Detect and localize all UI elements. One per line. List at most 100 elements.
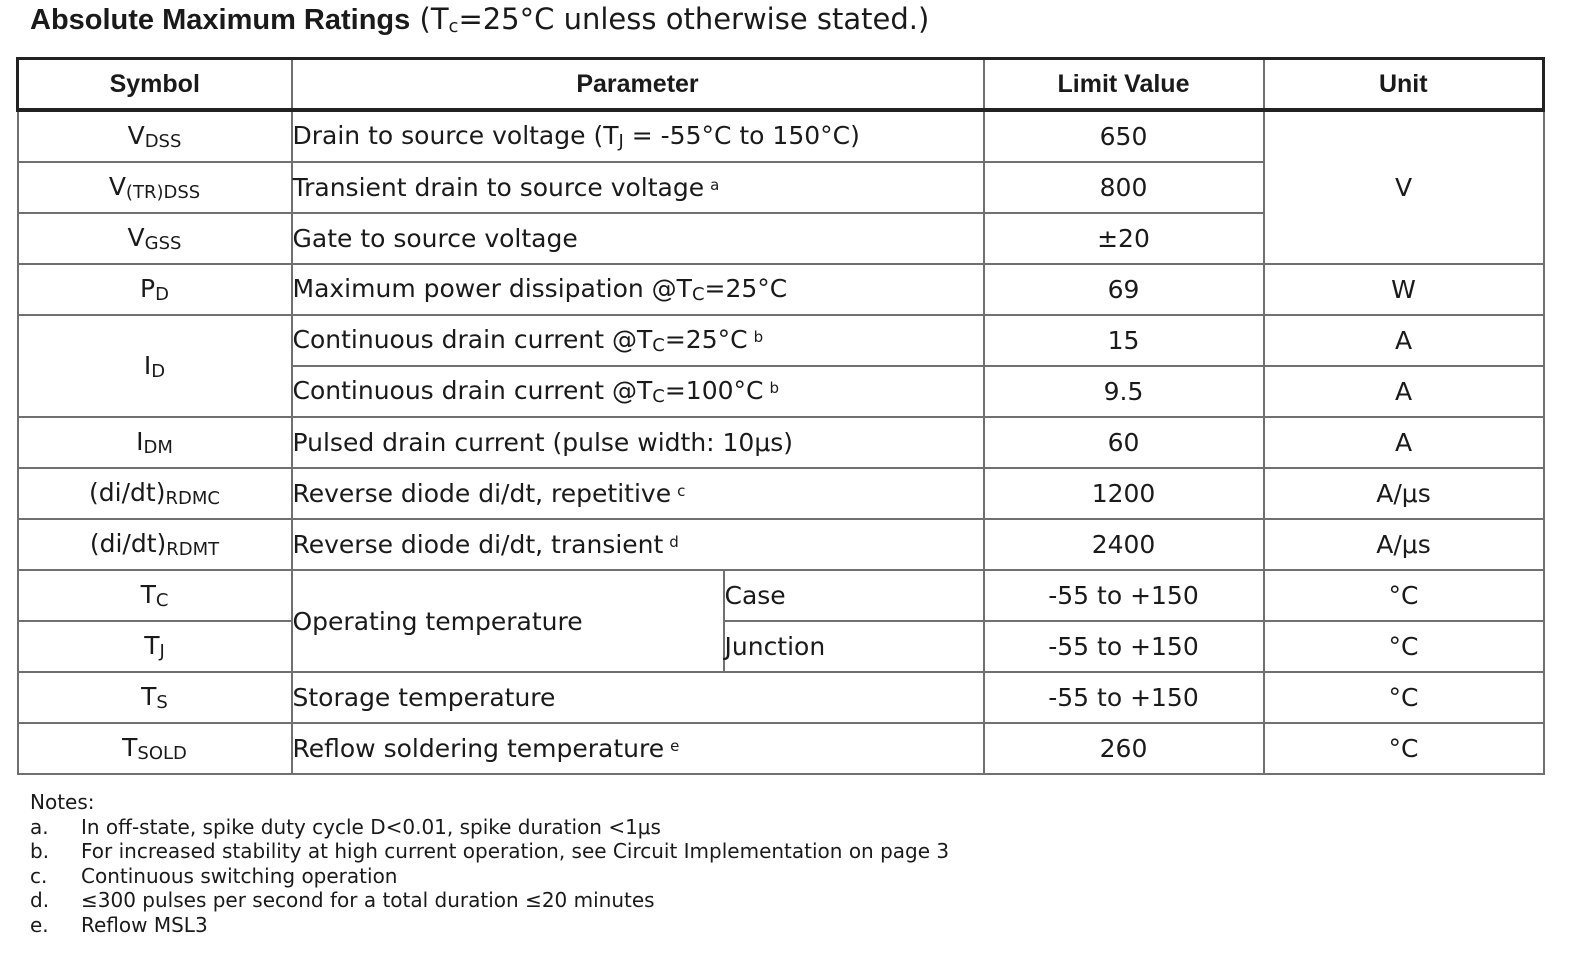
table-row: TC Operating temperature Case -55 to +15… xyxy=(16,569,1545,673)
table-header-row: Symbol Parameter Limit Value Unit xyxy=(16,57,1545,112)
parameter-cell: Reflow soldering temperature e xyxy=(290,722,985,775)
symbol-text: V xyxy=(127,223,145,252)
limit-value-cell: 60 xyxy=(982,416,1265,469)
symbol-cell: TC xyxy=(16,569,293,622)
symbol-cell: ID xyxy=(16,314,293,418)
note-item: c. Continuous switching operation xyxy=(30,864,949,889)
parameter-text: Continuous drain current @T xyxy=(292,376,653,405)
parameter-text: Reverse diode di/dt, repetitive xyxy=(292,479,672,508)
note-letter: a. xyxy=(30,814,49,839)
symbol-subscript: GSS xyxy=(144,233,182,254)
title-bold: Absolute Maximum Ratings xyxy=(30,4,411,36)
footnote-marker: b xyxy=(753,328,764,346)
symbol-cell: V(TR)DSS xyxy=(16,161,293,214)
table-row: Continuous drain current @TC=100°C b 9.5 … xyxy=(18,365,1545,418)
note-item: d. ≤300 pulses per second for a total dur… xyxy=(30,888,949,913)
symbol-cell: VDSS xyxy=(16,109,293,163)
notes-heading: Notes: xyxy=(30,790,95,814)
parameter-text: Reverse diode di/dt, transient xyxy=(292,530,664,559)
symbol-text: P xyxy=(140,274,156,303)
note-item: e. Reflow MSL3 xyxy=(30,913,949,938)
note-text: Reflow MSL3 xyxy=(81,912,208,937)
limit-value-cell: 69 xyxy=(982,263,1265,316)
parameter-text: Maximum power dissipation @T xyxy=(292,274,692,303)
header-parameter: Parameter xyxy=(290,57,985,112)
parameter-text-end: =25°C xyxy=(704,274,788,303)
symbol-text: T xyxy=(140,580,156,609)
symbol-cell: TJ xyxy=(16,620,293,673)
unit-cell: °C xyxy=(1262,569,1545,622)
header-symbol: Symbol xyxy=(16,57,293,112)
note-text: Continuous switching operation xyxy=(81,863,398,888)
parameter-text: Reflow soldering temperature xyxy=(292,734,665,763)
parameter-cell: Maximum power dissipation @TC=25°C xyxy=(290,263,985,316)
note-text: ≤300 pulses per second for a total durat… xyxy=(81,888,655,913)
parameter-subscript: J xyxy=(618,131,624,152)
symbol-text: I xyxy=(136,427,144,456)
parameter-cell: Storage temperature xyxy=(290,671,985,724)
symbol-subscript: RDMC xyxy=(165,488,220,509)
symbol-subscript: DM xyxy=(143,437,173,458)
parameter-cell: Drain to source voltage (TJ = -55°C to 1… xyxy=(290,109,985,163)
parameter-subscript: C xyxy=(652,386,665,407)
parameter-cell: Reverse diode di/dt, repetitive c xyxy=(290,467,985,520)
limit-value-cell: 2400 xyxy=(982,518,1265,571)
parameter-cell: Operating temperature xyxy=(290,569,725,673)
limit-value-cell: 650 xyxy=(982,109,1265,163)
symbol-cell: VGSS xyxy=(16,212,293,265)
title-condition-post: =25°C unless otherwise stated.) xyxy=(458,2,930,36)
symbol-subscript: (TR)DSS xyxy=(125,182,201,203)
limit-value-cell: 9.5 xyxy=(982,365,1265,418)
symbol-subscript: D xyxy=(151,360,166,382)
symbol-text: V xyxy=(127,121,145,150)
footnote-marker: a xyxy=(710,176,720,194)
symbol-subscript: S xyxy=(156,692,168,713)
table-row: VDSS Drain to source voltage (TJ = -55°C… xyxy=(16,109,1545,265)
table-row: V(TR)DSS Transient drain to source volta… xyxy=(16,161,1544,214)
parameter-text-end: =100°C xyxy=(664,376,764,405)
parameter-cell: Continuous drain current @TC=100°C b xyxy=(290,365,985,418)
symbol-subscript: RDMT xyxy=(166,539,220,560)
symbol-subscript: D xyxy=(155,284,169,305)
unit-cell: °C xyxy=(1262,722,1545,775)
parameter-text-end: = -55°C to 150°C) xyxy=(623,121,860,150)
ratings-table: Symbol Parameter Limit Value Unit VDSS D… xyxy=(16,57,1545,775)
header-limit-value: Limit Value xyxy=(982,57,1265,112)
page-title: Absolute Maximum Ratings (Tc=25°C unless… xyxy=(30,2,929,37)
parameter-subscript: C xyxy=(691,284,705,305)
note-letter: d. xyxy=(30,888,50,913)
parameter-cell: Transient drain to source voltage a xyxy=(290,161,985,214)
symbol-subscript: DSS xyxy=(144,131,182,152)
table-row: VGSS Gate to source voltage ±20 xyxy=(16,212,1544,265)
note-text: For increased stability at high current … xyxy=(81,839,950,864)
symbol-cell: (di/dt)RDMT xyxy=(16,518,293,571)
table-row: PD Maximum power dissipation @TC=25°C 69… xyxy=(16,263,1545,316)
table-row: TS Storage temperature -55 to +150 °C xyxy=(16,671,1545,724)
unit-cell: °C xyxy=(1262,671,1545,724)
parameter-cell: Pulsed drain current (pulse width: 10μs) xyxy=(290,416,985,469)
unit-cell: V xyxy=(1262,109,1545,265)
parameter-subscript: C xyxy=(652,335,665,356)
parameter-cell: Continuous drain current @TC=25°C b xyxy=(290,314,985,367)
symbol-subscript: C xyxy=(155,590,169,611)
notes-section: Notes: a. In off-state, spike duty cycle … xyxy=(30,790,949,938)
unit-cell: A/μs xyxy=(1262,467,1545,520)
note-letter: c. xyxy=(30,863,48,888)
footnote-marker: d xyxy=(669,533,679,551)
symbol-text: T xyxy=(122,733,138,762)
parameter-text-end: =25°C xyxy=(664,325,748,354)
symbol-cell: TS xyxy=(16,671,293,724)
table-row: TSOLD Reflow soldering temperature e 260 … xyxy=(16,722,1545,775)
title-condition-pre: (T xyxy=(410,2,449,36)
note-item: a. In off-state, spike duty cycle D<0.01,… xyxy=(30,815,949,840)
unit-cell: A xyxy=(1262,365,1545,418)
footnote-marker: c xyxy=(677,482,686,500)
table-row: IDM Pulsed drain current (pulse width: 1… xyxy=(16,416,1545,469)
symbol-text: (di/dt) xyxy=(89,478,166,507)
symbol-cell: IDM xyxy=(16,416,293,469)
note-item: b. For increased stability at high curren… xyxy=(30,839,949,864)
symbol-text: T xyxy=(144,631,160,660)
parameter-text: Transient drain to source voltage xyxy=(292,173,705,202)
symbol-cell: TSOLD xyxy=(16,722,293,775)
unit-cell: W xyxy=(1262,263,1545,316)
